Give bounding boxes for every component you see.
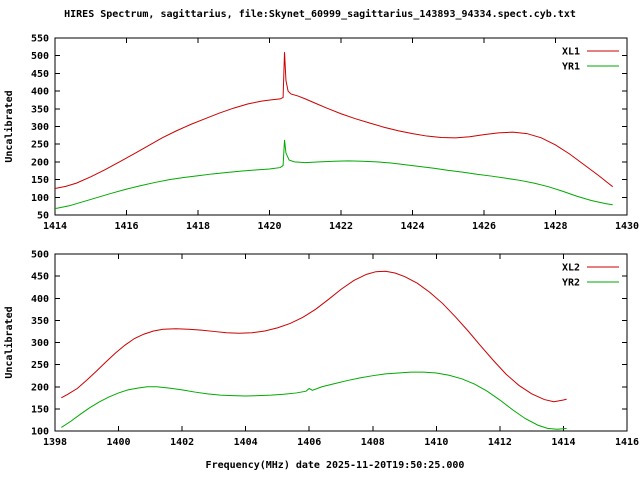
x-tick-label: 1424: [400, 221, 424, 232]
plot-border: [54, 253, 628, 432]
x-tick-label: 1420: [257, 221, 281, 232]
y-tick-label: 450: [31, 69, 49, 80]
x-tick-label: 1422: [329, 221, 353, 232]
legend-label-yr2: YR2: [562, 278, 580, 289]
y-tick-label: 300: [31, 338, 49, 349]
x-tick-label: 1416: [114, 221, 138, 232]
x-tick-label: 1412: [488, 437, 512, 448]
spectrum-chart-bottom: 1398 1400 1402 1404 1406 1408 1410 1412 1414 1416…: [3, 250, 639, 449]
legend-label-xl1: XL1: [562, 47, 580, 58]
y-tick-label: 300: [31, 122, 49, 133]
x-tick-label: 1408: [361, 437, 385, 448]
y-tick-label: 150: [31, 404, 49, 415]
plot-border: [54, 37, 628, 216]
y-tick-label: 200: [31, 157, 49, 168]
x-tick-label: 1410: [424, 437, 448, 448]
x-tick-label: 1404: [234, 437, 258, 448]
y-tick-label: 550: [31, 34, 49, 45]
y-tick-label: 450: [31, 272, 49, 283]
x-tick-label: 1418: [186, 221, 210, 232]
y-tick-label: 350: [31, 316, 49, 327]
x-tick-label: 1426: [472, 221, 496, 232]
y-tick-label: 250: [31, 360, 49, 371]
x-tick-label: 1428: [543, 221, 567, 232]
y-tick-label: 500: [31, 51, 49, 62]
y-tick-label: 50: [37, 211, 49, 222]
y-tick-label: 150: [31, 175, 49, 186]
y-tick-label: 100: [31, 427, 49, 438]
x-tick-label: 1416: [615, 437, 639, 448]
y-axis-label: Uncalibrated: [3, 90, 15, 162]
series-line-yr2: [61, 371, 567, 430]
series-line-xl2: [61, 270, 567, 403]
legend-label-yr1: YR1: [562, 62, 580, 73]
series-line-yr1: [54, 139, 613, 210]
legend-label-xl2: XL2: [562, 263, 580, 274]
y-tick-label: 100: [31, 193, 49, 204]
y-tick-label: 500: [31, 250, 49, 261]
x-tick-label: 1400: [107, 437, 131, 448]
x-axis-label: Frequency(MHz) date 2025-11-20T19:50:25.…: [205, 460, 465, 471]
x-tick-label: 1406: [297, 437, 321, 448]
spectrum-chart-top: 1414 1416 1418 1420 1422 1424 1426 1428 1430 50 10…: [3, 34, 639, 233]
x-tick-label: 1398: [43, 437, 67, 448]
y-tick-label: 200: [31, 382, 49, 393]
series-line-xl1: [54, 52, 614, 189]
y-tick-label: 350: [31, 104, 49, 115]
chart-title: HIRES Spectrum, sagittarius, file:Skynet…: [64, 9, 576, 20]
y-tick-label: 400: [31, 87, 49, 98]
y-axis-label: Uncalibrated: [3, 306, 15, 378]
x-tick-label: 1414: [551, 437, 575, 448]
x-tick-label: 1414: [43, 221, 67, 232]
y-tick-label: 250: [31, 140, 49, 151]
x-tick-label: 1430: [615, 221, 639, 232]
x-tick-label: 1402: [170, 437, 194, 448]
y-tick-label: 400: [31, 294, 49, 305]
